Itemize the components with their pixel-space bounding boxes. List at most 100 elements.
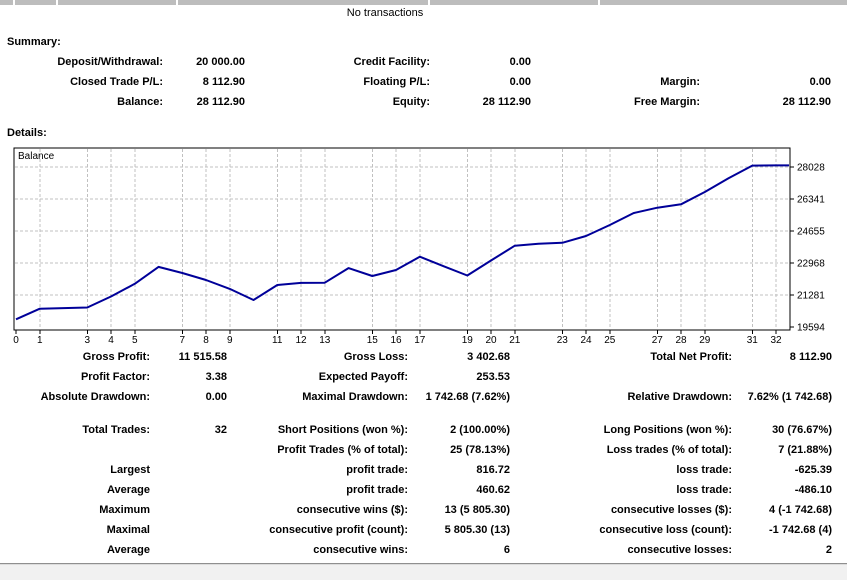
stat-value: 20 000.00: [196, 56, 245, 68]
stat-value: [150, 520, 227, 540]
x-axis-tick-label: 23: [557, 335, 569, 345]
summary-table: Deposit/Withdrawal: 20 000.00 Credit Facil…: [0, 52, 831, 112]
x-axis-tick-label: 5: [132, 335, 138, 345]
stat-value: 25 (78.13%): [450, 444, 510, 456]
x-axis-tick-label: 13: [319, 335, 331, 345]
no-transactions-message: No transactions: [346, 7, 424, 19]
stat-value: 5 805.30 (13): [444, 524, 510, 536]
y-axis-tick-label: 24655: [797, 226, 825, 237]
y-axis-tick-label: 22968: [797, 258, 825, 269]
stat-value: 28 112.90: [782, 96, 831, 108]
stat-label: Relative Drawdown:: [627, 391, 732, 403]
stat-label: Expected Payoff:: [318, 371, 408, 383]
x-axis-tick-label: 1: [37, 335, 43, 345]
stat-label: consecutive profit (count):: [269, 524, 408, 536]
stat-label: loss trade:: [676, 484, 732, 496]
details-stats-table-bottom: Total Trades: 32 Short Positions (won %): 2…: [0, 420, 832, 560]
stat-label: Margin:: [660, 76, 700, 88]
stat-label: Maximal Drawdown:: [302, 391, 408, 403]
y-axis-tick-label: 19594: [797, 323, 825, 334]
stat-value: 3 402.68: [467, 351, 510, 363]
stat-value: -1 742.68 (4): [769, 524, 832, 536]
x-axis-tick-label: 20: [485, 335, 497, 345]
stat-value: 253.53: [476, 371, 510, 383]
stat-label: Deposit/Withdrawal:: [57, 56, 163, 68]
stat-value: [150, 540, 227, 560]
table-header-cell: [15, 0, 56, 5]
stat-label: loss trade:: [676, 464, 732, 476]
stat-value: 816.72: [476, 464, 510, 476]
stat-value: 13 (5 805.30): [444, 504, 510, 516]
stat-label: Average: [106, 484, 150, 496]
table-header-cell: [178, 0, 428, 5]
table-header-cell: [430, 0, 598, 5]
x-axis-tick-label: 29: [699, 335, 711, 345]
stat-value: 2 (100.00%): [450, 424, 510, 436]
stat-value: 2: [825, 544, 832, 556]
stat-value: 30 (76.67%): [772, 424, 832, 436]
stat-label: [531, 52, 700, 72]
footer-strip: [0, 563, 847, 580]
stat-value: 28 112.90: [482, 96, 531, 108]
x-axis-tick-label: 3: [84, 335, 90, 345]
chart-series-label: Balance: [18, 151, 55, 162]
x-axis-tick-label: 24: [580, 335, 592, 345]
summary-section-title: Summary:: [7, 36, 61, 48]
x-axis-tick-label: 17: [414, 335, 426, 345]
stat-label: Profit Factor:: [80, 371, 150, 383]
stat-label: Balance:: [117, 96, 163, 108]
stat-label: Absolute Drawdown:: [40, 391, 150, 403]
stat-label: consecutive wins ($):: [296, 504, 408, 516]
stat-label: [0, 440, 150, 460]
x-axis-tick-label: 4: [108, 335, 114, 345]
stat-value: [150, 460, 227, 480]
stat-value: 28 112.90: [196, 96, 245, 108]
stat-value: 32: [214, 424, 227, 436]
stat-value: [150, 440, 227, 460]
stat-label: Floating P/L:: [363, 76, 430, 88]
details-section-title: Details:: [7, 127, 47, 139]
details-stats-table-top: Gross Profit: 11 515.58 Gross Loss: 3 402.6…: [0, 347, 832, 407]
stat-value: 0.00: [509, 56, 531, 68]
stat-value: 3.38: [205, 371, 227, 383]
x-axis-tick-label: 16: [390, 335, 402, 345]
stat-label: Total Trades:: [82, 424, 150, 436]
stat-label: Equity:: [392, 96, 430, 108]
x-axis-tick-label: 15: [367, 335, 379, 345]
x-axis-tick-label: 12: [295, 335, 307, 345]
stat-label: Short Positions (won %):: [277, 424, 408, 436]
y-axis-tick-label: 26341: [797, 195, 825, 206]
stat-label: Maximum: [99, 504, 150, 516]
stat-value: 8 112.90: [202, 76, 245, 88]
stat-value: 11 515.58: [178, 351, 227, 363]
x-axis-tick-label: 8: [203, 335, 209, 345]
stat-value: -486.10: [794, 484, 832, 496]
stat-label: Gross Profit:: [82, 351, 150, 363]
stat-value: [150, 480, 227, 500]
stat-label: Total Net Profit:: [650, 351, 732, 363]
table-header-cell: [0, 0, 13, 5]
x-axis-tick-label: 32: [770, 335, 782, 345]
x-axis-tick-label: 27: [652, 335, 664, 345]
table-header-cell: [58, 0, 176, 5]
stat-label: profit trade:: [346, 464, 408, 476]
stat-value: [150, 500, 227, 520]
stat-value: 4 (-1 742.68): [769, 504, 832, 516]
stat-label: [510, 367, 732, 387]
x-axis-tick-label: 31: [747, 335, 759, 345]
stat-value: -625.39: [794, 464, 832, 476]
stat-value: 7.62% (1 742.68): [747, 391, 832, 403]
y-axis-tick-label: 28028: [797, 163, 825, 174]
table-header-cell: [600, 0, 847, 5]
x-axis-tick-label: 0: [13, 335, 19, 345]
stat-label: Credit Facility:: [353, 56, 430, 68]
stat-label: consecutive losses:: [627, 544, 732, 556]
x-axis-tick-label: 19: [462, 335, 474, 345]
stat-label: Profit Trades (% of total):: [277, 444, 408, 456]
stat-label: consecutive wins:: [313, 544, 408, 556]
stat-label: profit trade:: [346, 484, 408, 496]
x-axis-tick-label: 9: [227, 335, 233, 345]
stat-value: 6: [503, 544, 510, 556]
